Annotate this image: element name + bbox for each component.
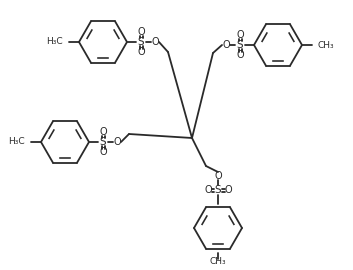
- Text: O: O: [204, 185, 212, 195]
- Text: O: O: [151, 37, 159, 47]
- Text: O: O: [214, 171, 222, 181]
- Text: S: S: [215, 185, 221, 195]
- Text: S: S: [138, 37, 144, 47]
- Text: O: O: [99, 127, 107, 137]
- Text: H₃C: H₃C: [46, 38, 63, 46]
- Text: S: S: [237, 40, 243, 50]
- Text: O: O: [113, 137, 121, 147]
- Text: O: O: [222, 40, 230, 50]
- Text: O: O: [137, 47, 145, 57]
- Text: H₃C: H₃C: [8, 137, 25, 147]
- Text: S: S: [100, 137, 106, 147]
- Text: O: O: [224, 185, 232, 195]
- Text: O: O: [99, 147, 107, 157]
- Text: O: O: [236, 30, 244, 40]
- Text: O: O: [137, 27, 145, 37]
- Text: CH₃: CH₃: [210, 258, 226, 266]
- Text: CH₃: CH₃: [318, 40, 335, 49]
- Text: O: O: [236, 50, 244, 60]
